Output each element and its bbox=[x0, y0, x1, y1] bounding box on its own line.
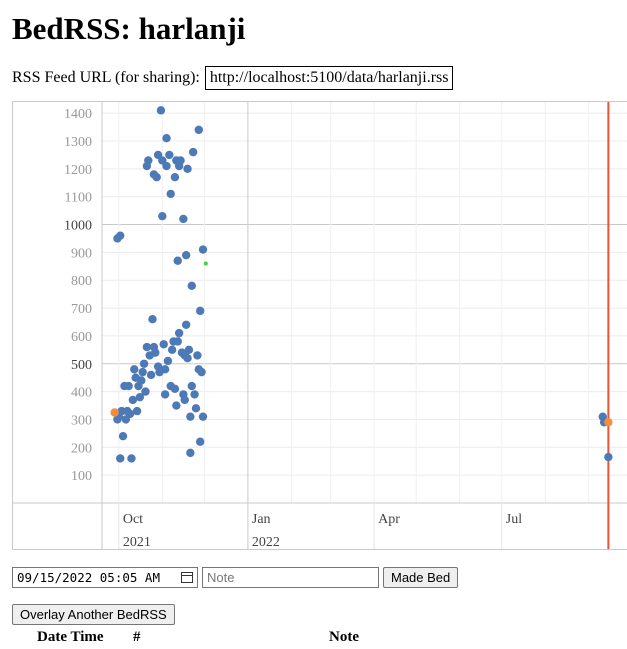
data-point bbox=[137, 376, 146, 385]
data-point bbox=[124, 381, 133, 391]
data-point bbox=[176, 156, 185, 165]
data-point bbox=[116, 231, 125, 240]
data-point bbox=[179, 214, 188, 224]
data-point bbox=[152, 172, 161, 182]
data-point bbox=[162, 134, 171, 143]
y-tick-label: 400 bbox=[71, 386, 92, 401]
data-point bbox=[141, 387, 150, 396]
data-point bbox=[116, 454, 125, 463]
data-point bbox=[130, 365, 139, 374]
x-tick-label: Jul bbox=[506, 512, 522, 527]
data-point bbox=[135, 392, 145, 402]
data-point bbox=[172, 401, 181, 410]
data-point bbox=[197, 367, 206, 377]
data-point bbox=[190, 390, 199, 399]
data-point bbox=[142, 342, 152, 352]
x-tick-label: Oct bbox=[123, 512, 143, 527]
feed-url-value[interactable]: http://localhost:5100/data/harlanji.rss bbox=[204, 66, 454, 90]
data-point bbox=[183, 164, 192, 174]
data-point bbox=[184, 345, 194, 355]
data-point bbox=[604, 452, 613, 462]
data-point bbox=[186, 412, 195, 421]
y-tick-label: 500 bbox=[71, 358, 92, 373]
calendar-icon[interactable] bbox=[181, 572, 193, 583]
datetime-input[interactable]: 09/15/2022 05:05 AM bbox=[12, 567, 198, 588]
y-tick-label: 1000 bbox=[64, 219, 92, 234]
data-point bbox=[165, 150, 174, 160]
y-tick-label: 100 bbox=[71, 469, 92, 484]
data-point bbox=[198, 245, 208, 254]
sleep-chart[interactable]: 100 200 300 400 500 600 700 800 900 1000 1100 1200 1… bbox=[12, 101, 627, 550]
column-header-count: # bbox=[133, 629, 141, 645]
data-point bbox=[160, 365, 170, 374]
data-point bbox=[138, 367, 147, 377]
data-point bbox=[170, 172, 180, 182]
y-tick-label: 900 bbox=[71, 246, 92, 261]
data-point bbox=[170, 384, 180, 394]
entry-form: 09/15/2022 05:05 AM Made Bed bbox=[12, 567, 459, 588]
overlay-bedrss-button[interactable]: Overlay Another BedRSS bbox=[12, 604, 175, 625]
x-tick-label: Jan bbox=[252, 512, 271, 527]
data-point bbox=[187, 381, 196, 391]
data-point bbox=[180, 395, 189, 405]
data-point bbox=[173, 256, 182, 265]
data-point bbox=[148, 315, 157, 324]
y-tick-label: 300 bbox=[71, 413, 92, 428]
chart-svg: 100 200 300 400 500 600 700 800 900 1000 1100 1200 1… bbox=[13, 102, 627, 550]
data-point bbox=[198, 412, 208, 421]
data-point bbox=[188, 147, 198, 157]
y-tick-label: 1100 bbox=[65, 191, 92, 206]
x-tick-label: Apr bbox=[378, 512, 400, 527]
y-tick-label: 600 bbox=[71, 330, 92, 345]
datetime-value: 09/15/2022 05:05 AM bbox=[17, 570, 160, 585]
data-point bbox=[194, 125, 203, 135]
y-tick-label: 200 bbox=[71, 441, 92, 456]
data-point bbox=[127, 454, 136, 463]
data-point bbox=[181, 320, 191, 329]
data-point bbox=[181, 250, 191, 260]
data-point bbox=[191, 404, 201, 413]
data-point bbox=[132, 406, 142, 416]
data-point bbox=[163, 356, 173, 366]
feed-url-label: RSS Feed URL (for sharing): bbox=[12, 69, 200, 86]
y-tick-label: 800 bbox=[71, 274, 92, 289]
data-point bbox=[203, 261, 208, 266]
data-point bbox=[146, 370, 156, 380]
data-point bbox=[183, 353, 192, 363]
column-header-datetime: Date Time bbox=[37, 629, 104, 645]
data-point bbox=[162, 161, 171, 171]
data-point bbox=[118, 431, 128, 441]
data-point bbox=[167, 345, 177, 355]
y-tick-label: 1300 bbox=[64, 135, 92, 150]
data-point bbox=[156, 106, 166, 115]
data-point bbox=[125, 409, 135, 419]
page-title: BedRSS: harlanji bbox=[12, 11, 246, 46]
y-tick-label: 1200 bbox=[64, 163, 92, 178]
made-bed-button[interactable]: Made Bed bbox=[383, 567, 459, 588]
column-header-note: Note bbox=[329, 629, 359, 645]
data-point bbox=[128, 395, 138, 405]
x-sub-tick-label: 2021 bbox=[123, 535, 151, 550]
data-point bbox=[151, 348, 160, 357]
data-point bbox=[173, 337, 182, 346]
data-point bbox=[604, 418, 613, 427]
feed-url-row: RSS Feed URL (for sharing): http://local… bbox=[12, 66, 454, 90]
note-input[interactable] bbox=[202, 567, 379, 588]
data-point bbox=[174, 328, 184, 338]
data-point bbox=[144, 156, 153, 165]
data-point bbox=[195, 437, 205, 446]
data-point bbox=[187, 281, 196, 290]
data-point bbox=[195, 306, 205, 316]
data-point bbox=[158, 211, 167, 221]
data-point bbox=[139, 359, 149, 368]
data-point bbox=[159, 340, 168, 349]
data-point bbox=[160, 390, 170, 399]
y-tick-label: 1400 bbox=[64, 107, 92, 122]
x-sub-tick-label: 2022 bbox=[252, 535, 280, 550]
data-point bbox=[193, 351, 202, 360]
data-point bbox=[166, 189, 175, 199]
y-tick-label: 700 bbox=[71, 302, 92, 317]
data-point bbox=[110, 408, 119, 417]
data-point bbox=[186, 448, 195, 458]
